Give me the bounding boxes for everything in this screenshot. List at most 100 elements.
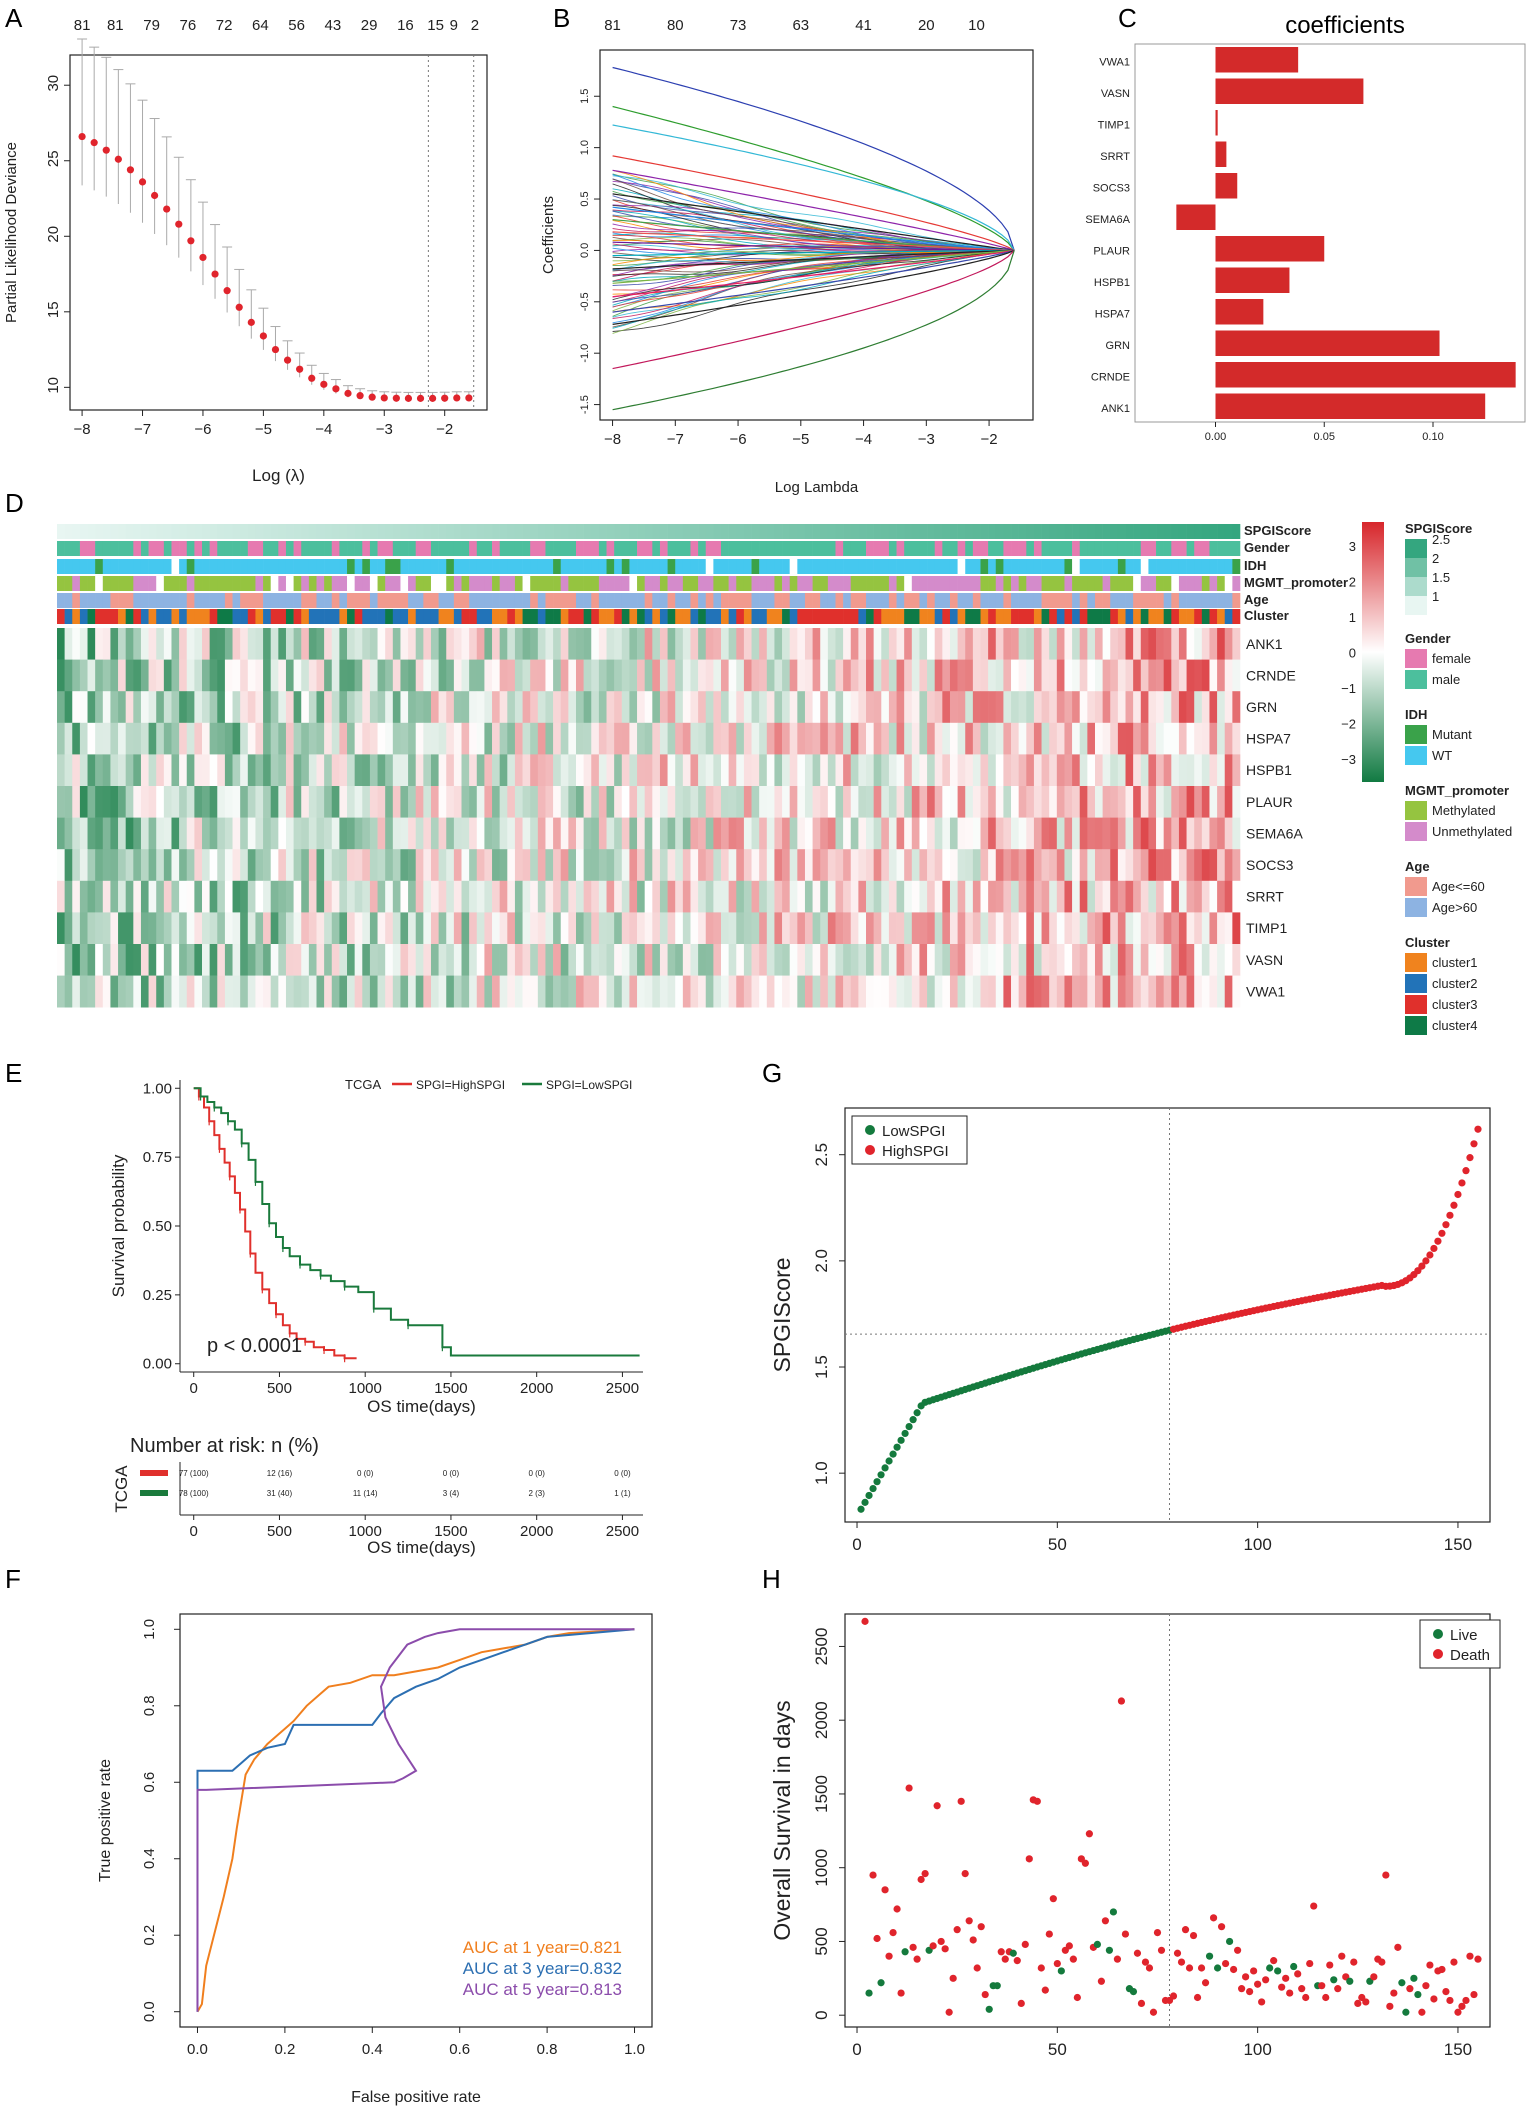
heat-cell — [446, 754, 455, 787]
annotation-cell — [621, 593, 630, 608]
heat-cell — [583, 659, 592, 692]
heat-cell — [1011, 754, 1019, 787]
annotation-cell — [133, 593, 142, 608]
annotation-cell — [713, 559, 722, 574]
annotation-cell — [392, 593, 401, 608]
heat-cell — [995, 691, 1004, 724]
heat-cell — [285, 975, 294, 1008]
heat-cell — [1156, 786, 1164, 818]
heat-cell — [118, 975, 126, 1008]
annotation-cell — [469, 593, 478, 608]
heat-cell — [820, 691, 829, 724]
heat-cell — [430, 849, 439, 882]
top-tick-label: 2 — [471, 17, 479, 34]
heat-cell — [125, 691, 134, 724]
annotation-cell — [301, 576, 310, 591]
heat-cell — [644, 880, 653, 913]
heat-cell — [629, 880, 638, 913]
gene-label: VWA1 — [1099, 57, 1130, 69]
heat-cell — [118, 817, 126, 850]
heat-cell — [308, 722, 317, 755]
heat-cell — [247, 754, 256, 787]
annotation-cell — [354, 593, 363, 608]
annotation-cell — [1064, 609, 1073, 624]
annotation-cell — [820, 593, 829, 608]
heat-cell — [530, 659, 539, 692]
heat-cell — [125, 628, 134, 660]
heat-cell — [835, 849, 844, 882]
coef-bar-grn — [1215, 330, 1440, 356]
heat-cell — [1133, 912, 1142, 945]
heat-cell — [461, 912, 470, 945]
heat-cell — [804, 880, 813, 913]
heat-cell — [1018, 944, 1027, 976]
y-axis-label: True positive rate — [97, 1759, 114, 1882]
annotation-cell — [728, 524, 737, 539]
heat-cell — [858, 912, 867, 945]
annotation-cell — [110, 559, 119, 574]
heat-cell — [1026, 659, 1035, 692]
annotation-cell — [331, 576, 340, 591]
annotation-cell — [110, 593, 119, 608]
annotation-cell — [881, 559, 890, 574]
death-point — [1442, 1988, 1450, 1996]
annotation-cell — [659, 541, 668, 556]
heat-cell — [339, 786, 348, 818]
heat-cell — [514, 722, 523, 755]
heat-cell — [1094, 912, 1103, 945]
heat-cell — [858, 817, 867, 850]
annotation-cell — [514, 559, 523, 574]
heat-cell — [553, 944, 562, 976]
annotation-label: Gender — [1244, 540, 1290, 555]
heat-cell — [179, 659, 188, 692]
heat-cell — [224, 912, 233, 945]
heat-cell — [156, 691, 165, 724]
heat-cell — [209, 912, 218, 945]
heat-cell — [736, 817, 745, 850]
coef-bar-vasn — [1215, 78, 1364, 104]
annotation-cell — [644, 576, 653, 591]
annotation-cell — [316, 593, 325, 608]
heat-cell — [186, 659, 195, 692]
heat-cell — [721, 722, 729, 755]
annotation-cell — [415, 609, 424, 624]
heat-cell — [316, 691, 325, 724]
heat-cell — [64, 944, 73, 976]
heat-cell — [140, 944, 149, 976]
annotation-cell — [728, 559, 737, 574]
annotation-cell — [575, 541, 584, 556]
annotation-cell — [614, 593, 623, 608]
heat-cell — [492, 912, 500, 945]
heat-cell — [263, 691, 272, 724]
annotation-cell — [492, 576, 500, 591]
heat-cell — [858, 754, 867, 787]
heat-cell — [530, 722, 539, 755]
heat-cell — [438, 975, 447, 1008]
annotation-cell — [621, 559, 630, 574]
heat-cell — [64, 975, 73, 1008]
heat-cell — [430, 722, 439, 755]
heat-cell — [232, 944, 241, 976]
heat-cell — [942, 975, 951, 1008]
heat-cell — [1217, 944, 1226, 976]
top-tick-label: 72 — [216, 17, 233, 34]
annotation-cell — [240, 609, 249, 624]
annotation-cell — [400, 609, 409, 624]
annotation-cell — [1217, 559, 1226, 574]
heat-cell — [522, 880, 531, 913]
heat-cell — [469, 817, 478, 850]
heat-cell — [766, 722, 775, 755]
coef-bar-crnde — [1215, 362, 1516, 388]
heat-cell — [87, 691, 96, 724]
heat-cell — [1041, 754, 1050, 787]
live-point — [1057, 1967, 1065, 1975]
coef-path-path16 — [612, 249, 1015, 325]
heat-cell — [934, 849, 943, 882]
legend-marker — [1433, 1649, 1443, 1659]
legend-item: cluster4 — [1432, 1018, 1478, 1033]
heat-cell — [1087, 944, 1096, 976]
heat-cell — [72, 880, 81, 913]
top-tick-label: 9 — [450, 17, 458, 34]
legend-item: cluster1 — [1432, 955, 1478, 970]
heat-cell — [423, 786, 432, 818]
